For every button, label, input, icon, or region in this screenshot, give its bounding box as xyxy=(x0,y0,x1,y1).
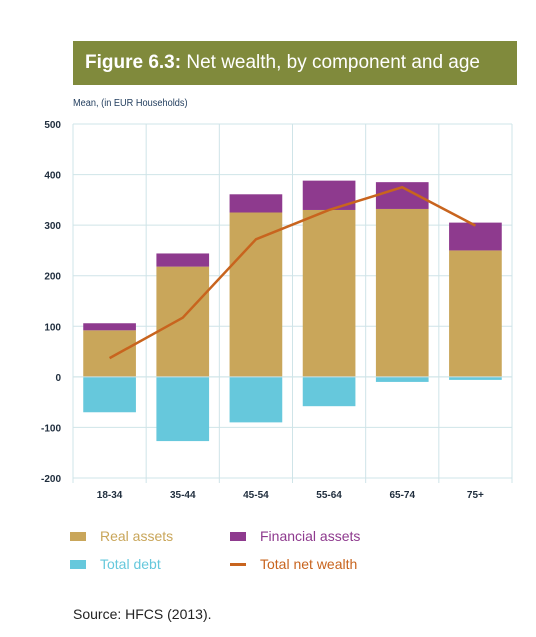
bar-financial-assets xyxy=(83,323,136,331)
y-tick-label: -200 xyxy=(41,474,61,485)
y-tick-label: -100 xyxy=(41,423,61,434)
y-tick-label: 100 xyxy=(44,322,61,333)
x-tick-label: 45-54 xyxy=(243,490,269,501)
bar-real-assets xyxy=(375,208,429,377)
line-total-net-wealth xyxy=(108,185,476,360)
y-tick-label: 200 xyxy=(44,272,61,283)
bar-real-assets xyxy=(156,266,210,377)
x-tick-label: 65-74 xyxy=(389,490,415,501)
legend-label-financial-assets: Financial assets xyxy=(260,528,361,544)
figure-label: Figure 6.3: xyxy=(85,52,182,73)
legend-label-total-net-wealth: Total net wealth xyxy=(260,556,358,572)
x-tick-label: 75+ xyxy=(467,490,484,501)
bar-financial-assets xyxy=(156,253,210,267)
bar-total-debt xyxy=(156,376,210,442)
y-tick-label: 0 xyxy=(55,373,61,384)
bar-financial-assets xyxy=(229,194,283,213)
legend-line-total-net-wealth xyxy=(230,562,246,566)
chart-legend: Real assets Financial assets Total debt … xyxy=(70,528,490,578)
legend-label-real-assets: Real assets xyxy=(100,528,174,544)
y-tick-label: 300 xyxy=(44,221,61,232)
y-tick-label: 500 xyxy=(44,120,61,131)
figure-title: Net wealth, by component and age xyxy=(186,52,480,73)
legend-swatch-financial-assets xyxy=(230,531,246,541)
bar-total-debt xyxy=(302,376,356,407)
bar-total-debt xyxy=(375,376,429,382)
legend-item-financial-assets: Financial assets xyxy=(230,528,360,544)
legend-label-total-debt: Total debt xyxy=(100,556,161,572)
bar-real-assets xyxy=(449,250,502,377)
bar-real-assets xyxy=(229,212,283,377)
x-tick-label: 18-34 xyxy=(97,490,123,501)
bar-total-debt xyxy=(449,376,502,380)
source-note: Source: HFCS (2013). xyxy=(73,606,212,622)
legend-swatch-total-debt xyxy=(70,559,86,569)
x-tick-label: 55-64 xyxy=(316,490,342,501)
bar-real-assets xyxy=(83,330,136,377)
bar-financial-assets xyxy=(449,222,502,251)
bar-real-assets xyxy=(302,209,356,377)
x-tick-label: 35-44 xyxy=(170,490,196,501)
figure-title-banner: Figure 6.3: Net wealth, by component and… xyxy=(73,41,517,85)
legend-item-total-net-wealth: Total net wealth xyxy=(230,556,357,572)
unit-note: Mean, (in EUR Households) xyxy=(73,98,188,109)
legend-item-total-debt: Total debt xyxy=(70,556,161,572)
bar-financial-assets xyxy=(302,180,356,210)
legend-item-real-assets: Real assets xyxy=(70,528,173,544)
bar-total-debt xyxy=(83,376,136,413)
legend-swatch-real-assets xyxy=(70,531,86,541)
y-tick-label: 400 xyxy=(44,171,61,182)
bar-total-debt xyxy=(229,376,283,423)
